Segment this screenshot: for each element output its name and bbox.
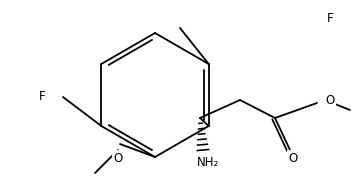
Text: F: F <box>39 90 45 103</box>
Text: O: O <box>325 94 335 107</box>
Text: O: O <box>288 151 298 165</box>
Text: NH₂: NH₂ <box>197 156 219 170</box>
Text: F: F <box>327 12 333 25</box>
Text: O: O <box>114 151 122 165</box>
